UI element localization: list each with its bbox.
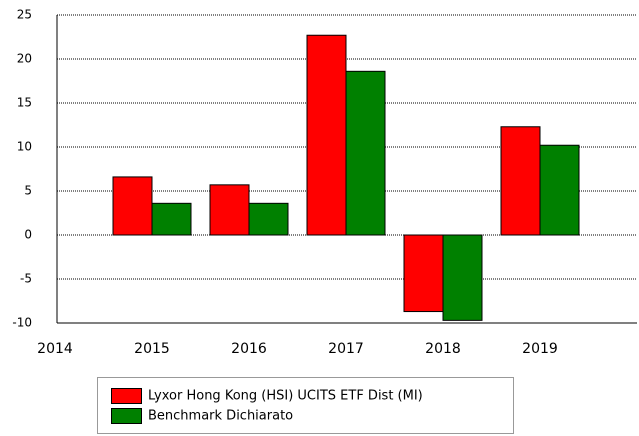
bar (442, 234, 483, 321)
bar (306, 34, 347, 236)
y-tick-label: 0 (24, 228, 32, 242)
legend-label: Benchmark Dichiarato (148, 409, 293, 424)
y-tick-label: 25 (17, 8, 32, 22)
bar (539, 144, 580, 236)
bar (112, 176, 153, 236)
bar (248, 202, 289, 236)
x-tick-label: 2015 (134, 341, 170, 357)
x-tick-label: 2016 (231, 341, 267, 357)
y-tick-label: -10 (12, 316, 32, 330)
legend-box (97, 377, 514, 434)
y-tick-label: 10 (17, 140, 32, 154)
legend-swatch (111, 408, 142, 424)
y-tick-label: 5 (24, 184, 32, 198)
legend-label: Lyxor Hong Kong (HSI) UCITS ETF Dist (MI… (148, 389, 423, 404)
bar (500, 126, 541, 236)
bar (209, 184, 250, 236)
x-tick-label: 2014 (37, 341, 73, 357)
x-tick-label: 2018 (425, 341, 461, 357)
bar (403, 234, 444, 313)
y-tick-label: 15 (17, 96, 32, 110)
legend-swatch (111, 388, 142, 404)
x-tick-label: 2017 (328, 341, 364, 357)
y-tick-label: 20 (17, 52, 32, 66)
y-tick-label: -5 (20, 272, 32, 286)
bar (345, 70, 386, 236)
bar (151, 202, 192, 236)
x-tick-label: 2019 (522, 341, 558, 357)
